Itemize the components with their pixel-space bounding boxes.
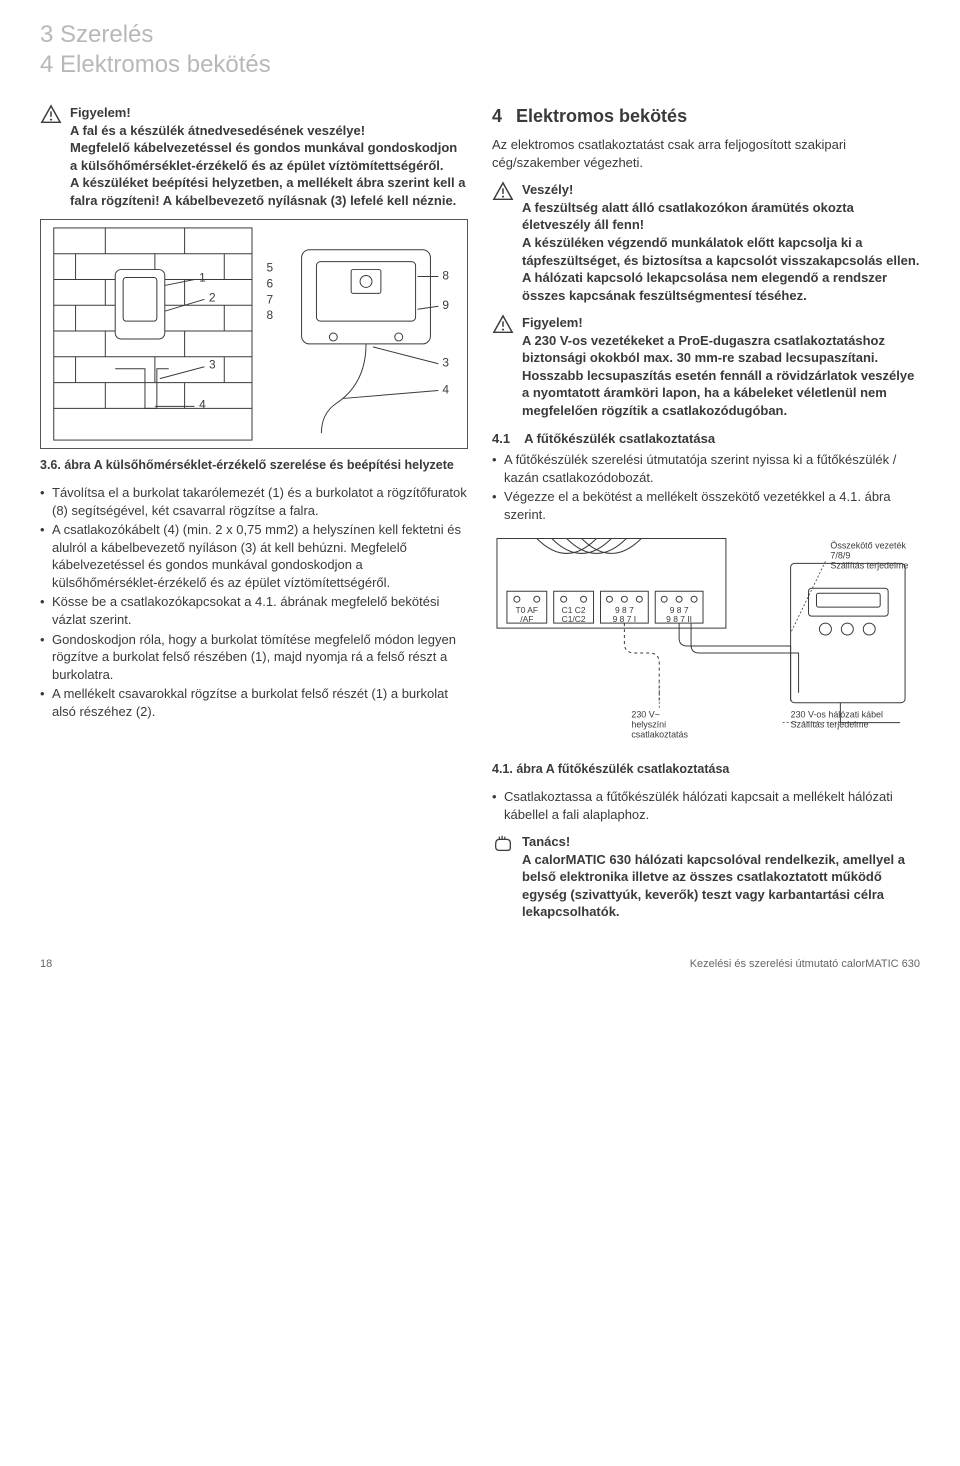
list-item: Gondoskodjon róla, hogy a burkolat tömít… xyxy=(40,631,468,684)
left-instruction-list: Távolítsa el a burkolat takarólemezét (1… xyxy=(40,484,468,720)
hint-text: Tanács! A calorMATIC 630 hálózati kapcso… xyxy=(522,833,920,921)
label-connector-cable: Összekötő vezeték 7/8/9 Szállítás terjed… xyxy=(830,541,908,571)
svg-text:7: 7 xyxy=(267,293,274,307)
svg-text:4: 4 xyxy=(442,383,449,397)
attention-line1: A fal és a készülék átnedvesedésének ves… xyxy=(70,122,468,140)
danger-triangle-icon xyxy=(492,181,514,201)
danger-title: Veszély! xyxy=(522,181,920,199)
svg-text:5: 5 xyxy=(267,261,274,275)
hint-hand-icon xyxy=(492,833,514,853)
right-column: 4 Elektromos bekötés Az elektromos csatl… xyxy=(492,104,920,931)
danger-line2: A készüléken végzendő munkálatok előtt k… xyxy=(522,234,920,269)
svg-text:9: 9 xyxy=(442,298,449,312)
hint-box: Tanács! A calorMATIC 630 hálózati kapcso… xyxy=(492,833,920,921)
figure-3-6-caption: 3.6. ábra A külsőhőmérséklet-érzékelő sz… xyxy=(40,457,468,474)
label-230v-local: 230 V~ helyszíni csatlakoztatás xyxy=(631,710,688,740)
svg-text:/AF: /AF xyxy=(520,614,533,624)
page-number: 18 xyxy=(40,957,52,972)
svg-text:8: 8 xyxy=(442,269,449,283)
svg-text:3: 3 xyxy=(442,356,449,370)
two-column-layout: Figyelem! A fal és a készülék átnedvesed… xyxy=(40,104,920,931)
subsection-number: 4.1 xyxy=(492,430,510,448)
svg-text:8: 8 xyxy=(267,308,274,322)
figure-3-6-diagram: 1 2 3 4 5 6 7 8 xyxy=(40,219,468,449)
figure-4-1-wiring-diagram: T0 AF /AF C1 C2 C1/C2 9 8 7 9 8 7 I 9 8 … xyxy=(492,533,920,753)
list-item: A fűtőkészülék szerelési útmutatója szer… xyxy=(492,451,920,486)
left-column: Figyelem! A fal és a készülék átnedvesed… xyxy=(40,104,468,931)
svg-text:6: 6 xyxy=(267,277,274,291)
subsection-title: A fűtőkészülék csatlakoztatása xyxy=(524,430,715,448)
subsection-4-1-heading: 4.1 A fűtőkészülék csatlakoztatása xyxy=(492,430,920,448)
attention-box-2: Figyelem! A 230 V-os vezetékeket a ProE-… xyxy=(492,314,920,419)
section-4-heading: 4 Elektromos bekötés xyxy=(492,104,920,128)
attention2-title: Figyelem! xyxy=(522,314,920,332)
attention2-line1: A 230 V-os vezetékeket a ProE-dugaszra c… xyxy=(522,332,920,367)
chapter-header-line1: 3 Szerelés xyxy=(40,20,920,50)
post-figure-list: Csatlakoztassa a fűtőkészülék hálózati k… xyxy=(492,788,920,823)
list-item: A csatlakozókábelt (4) (min. 2 x 0,75 mm… xyxy=(40,521,468,591)
list-item: Végezze el a bekötést a mellékelt összek… xyxy=(492,488,920,523)
label-mains-cable: 230 V-os hálózati kábel Szállítás terjed… xyxy=(791,710,886,730)
danger-box: Veszély! A feszültség alatt álló csatlak… xyxy=(492,181,920,304)
svg-text:4: 4 xyxy=(199,398,206,412)
list-item: Csatlakoztassa a fűtőkészülék hálózati k… xyxy=(492,788,920,823)
chapter-header: 3 Szerelés 4 Elektromos bekötés xyxy=(40,20,920,80)
section-number: 4 xyxy=(492,104,502,128)
figure-4-1-caption: 4.1. ábra A fűtőkészülék csatlakoztatása xyxy=(492,761,920,778)
subsection-4-1-list: A fűtőkészülék szerelési útmutatója szer… xyxy=(492,451,920,523)
doc-reference: Kezelési és szerelési útmutató calorMATI… xyxy=(690,957,920,972)
attention-line2: Megfelelő kábelvezetéssel és gondos munk… xyxy=(70,139,468,174)
section-4-intro: Az elektromos csatlakoztatást csak arra … xyxy=(492,136,920,171)
svg-text:9 8 7 II: 9 8 7 II xyxy=(666,614,692,624)
list-item: Távolítsa el a burkolat takarólemezét (1… xyxy=(40,484,468,519)
attention2-line2: Hosszabb lecsupaszítás esetén fennáll a … xyxy=(522,367,920,420)
chapter-header-line2: 4 Elektromos bekötés xyxy=(40,50,920,80)
danger-line1: A feszültség alatt álló csatlakozókon ár… xyxy=(522,199,920,234)
attention-title: Figyelem! xyxy=(70,104,468,122)
attention-box-1: Figyelem! A fal és a készülék átnedvesed… xyxy=(40,104,468,209)
attention-line3: A készüléket beépítési helyzetben, a mel… xyxy=(70,174,468,209)
list-item: Kösse be a csatlakozókapcsokat a 4.1. áb… xyxy=(40,593,468,628)
svg-text:9 8 7 I: 9 8 7 I xyxy=(613,614,637,624)
danger-line3: A hálózati kapcsoló lekapcsolása nem ele… xyxy=(522,269,920,304)
hint-body: A calorMATIC 630 hálózati kapcsolóval re… xyxy=(522,851,920,921)
svg-text:1: 1 xyxy=(199,271,206,285)
warning-triangle-icon xyxy=(40,104,62,124)
list-item: A mellékelt csavarokkal rögzítse a burko… xyxy=(40,685,468,720)
hint-title: Tanács! xyxy=(522,833,920,851)
svg-text:3: 3 xyxy=(209,358,216,372)
warning-triangle-icon xyxy=(492,314,514,334)
section-title: Elektromos bekötés xyxy=(516,104,687,128)
svg-text:2: 2 xyxy=(209,291,216,305)
attention-text-1: Figyelem! A fal és a készülék átnedvesed… xyxy=(70,104,468,209)
page-footer: 18 Kezelési és szerelési útmutató calorM… xyxy=(40,957,920,972)
svg-text:C1/C2: C1/C2 xyxy=(562,614,586,624)
attention-text-2: Figyelem! A 230 V-os vezetékeket a ProE-… xyxy=(522,314,920,419)
danger-text: Veszély! A feszültség alatt álló csatlak… xyxy=(522,181,920,304)
